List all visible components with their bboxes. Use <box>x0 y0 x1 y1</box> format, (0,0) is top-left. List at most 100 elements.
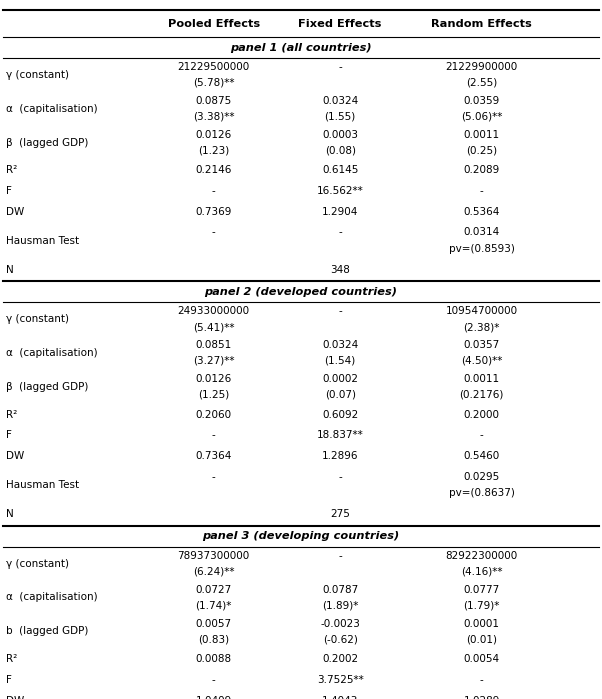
Text: Pooled Effects: Pooled Effects <box>167 19 260 29</box>
Text: 21229900000: 21229900000 <box>445 62 518 72</box>
Text: 0.2060: 0.2060 <box>196 410 232 419</box>
Text: (2.55): (2.55) <box>466 78 497 88</box>
Text: α  (capitalisation): α (capitalisation) <box>6 348 98 358</box>
Text: β  (lagged GDP): β (lagged GDP) <box>6 382 88 392</box>
Text: 0.7364: 0.7364 <box>196 452 232 461</box>
Text: 1.2904: 1.2904 <box>322 207 358 217</box>
Text: R²: R² <box>6 165 17 175</box>
Text: 0.6092: 0.6092 <box>322 410 358 419</box>
Text: 0.0777: 0.0777 <box>464 584 500 595</box>
Text: 0.0359: 0.0359 <box>464 96 500 106</box>
Text: 0.0003: 0.0003 <box>322 130 358 140</box>
Text: (0.01): (0.01) <box>466 634 497 644</box>
Text: 0.0324: 0.0324 <box>322 340 358 350</box>
Text: Hausman Test: Hausman Test <box>6 236 79 246</box>
Text: N: N <box>6 265 14 275</box>
Text: F: F <box>6 675 12 685</box>
Text: (1.55): (1.55) <box>324 112 356 122</box>
Text: 0.0001: 0.0001 <box>464 619 500 628</box>
Text: (1.25): (1.25) <box>198 390 229 400</box>
Text: 1.2896: 1.2896 <box>322 452 358 461</box>
Text: 0.7369: 0.7369 <box>196 207 232 217</box>
Text: 82922300000: 82922300000 <box>445 551 518 561</box>
Text: 10954700000: 10954700000 <box>445 306 518 317</box>
Text: 0.0851: 0.0851 <box>196 340 232 350</box>
Text: 0.0011: 0.0011 <box>464 374 500 384</box>
Text: 0.0126: 0.0126 <box>196 374 232 384</box>
Text: (0.07): (0.07) <box>324 390 356 400</box>
Text: α  (capitalisation): α (capitalisation) <box>6 593 98 603</box>
Text: (0.25): (0.25) <box>466 145 497 156</box>
Text: -: - <box>338 472 342 482</box>
Text: 0.0357: 0.0357 <box>464 340 500 350</box>
Text: b  (lagged GDP): b (lagged GDP) <box>6 626 88 636</box>
Text: (2.38)*: (2.38)* <box>464 322 500 332</box>
Text: R²: R² <box>6 654 17 664</box>
Text: (5.41)**: (5.41)** <box>193 322 234 332</box>
Text: (1.74)*: (1.74)* <box>196 600 232 610</box>
Text: -: - <box>212 227 216 238</box>
Text: 0.2002: 0.2002 <box>322 654 358 664</box>
Text: -: - <box>480 186 483 196</box>
Text: -: - <box>338 306 342 317</box>
Text: α  (capitalisation): α (capitalisation) <box>6 104 98 114</box>
Text: R²: R² <box>6 410 17 419</box>
Text: panel 1 (all countries): panel 1 (all countries) <box>230 43 372 52</box>
Text: γ (constant): γ (constant) <box>6 70 69 80</box>
Text: (5.06)**: (5.06)** <box>461 112 502 122</box>
Text: 1.0409: 1.0409 <box>196 696 232 699</box>
Text: (1.54): (1.54) <box>324 356 356 366</box>
Text: -: - <box>212 431 216 440</box>
Text: (4.50)**: (4.50)** <box>461 356 502 366</box>
Text: -: - <box>212 186 216 196</box>
Text: -: - <box>480 431 483 440</box>
Text: 348: 348 <box>330 265 350 275</box>
Text: (0.2176): (0.2176) <box>459 390 504 400</box>
Text: 16.562**: 16.562** <box>317 186 364 196</box>
Text: Random Effects: Random Effects <box>431 19 532 29</box>
Text: 78937300000: 78937300000 <box>178 551 250 561</box>
Text: (0.83): (0.83) <box>198 634 229 644</box>
Text: 0.0787: 0.0787 <box>322 584 358 595</box>
Text: (1.89)*: (1.89)* <box>322 600 358 610</box>
Text: (3.38)**: (3.38)** <box>193 112 234 122</box>
Text: F: F <box>6 186 12 196</box>
Text: 275: 275 <box>330 510 350 519</box>
Text: γ (constant): γ (constant) <box>6 559 69 568</box>
Text: 0.0088: 0.0088 <box>196 654 232 664</box>
Text: 0.5364: 0.5364 <box>464 207 500 217</box>
Text: 0.0875: 0.0875 <box>196 96 232 106</box>
Text: F: F <box>6 431 12 440</box>
Text: -: - <box>212 675 216 685</box>
Text: (3.27)**: (3.27)** <box>193 356 234 366</box>
Text: -: - <box>212 472 216 482</box>
Text: 0.2000: 0.2000 <box>464 410 500 419</box>
Text: DW: DW <box>6 452 24 461</box>
Text: 3.7525**: 3.7525** <box>317 675 364 685</box>
Text: (-0.62): (-0.62) <box>323 634 358 644</box>
Text: panel 2 (developed countries): panel 2 (developed countries) <box>205 287 397 297</box>
Text: 24933000000: 24933000000 <box>178 306 250 317</box>
Text: (1.23): (1.23) <box>198 145 229 156</box>
Text: pv=(0.8637): pv=(0.8637) <box>448 489 515 498</box>
Text: β  (lagged GDP): β (lagged GDP) <box>6 138 88 147</box>
Text: 0.2089: 0.2089 <box>464 165 500 175</box>
Text: 21229500000: 21229500000 <box>178 62 250 72</box>
Text: 0.0011: 0.0011 <box>464 130 500 140</box>
Text: -: - <box>338 551 342 561</box>
Text: Fixed Effects: Fixed Effects <box>299 19 382 29</box>
Text: 0.0314: 0.0314 <box>464 227 500 238</box>
Text: DW: DW <box>6 696 24 699</box>
Text: 0.0295: 0.0295 <box>464 472 500 482</box>
Text: 0.0054: 0.0054 <box>464 654 500 664</box>
Text: 0.5460: 0.5460 <box>464 452 500 461</box>
Text: 0.6145: 0.6145 <box>322 165 358 175</box>
Text: (6.24)**: (6.24)** <box>193 566 234 577</box>
Text: γ (constant): γ (constant) <box>6 315 69 324</box>
Text: Hausman Test: Hausman Test <box>6 480 79 490</box>
Text: 0.0057: 0.0057 <box>196 619 232 628</box>
Text: N: N <box>6 510 14 519</box>
Text: panel 3 (developing countries): panel 3 (developing countries) <box>202 531 400 541</box>
Text: -0.0023: -0.0023 <box>320 619 360 628</box>
Text: -: - <box>338 227 342 238</box>
